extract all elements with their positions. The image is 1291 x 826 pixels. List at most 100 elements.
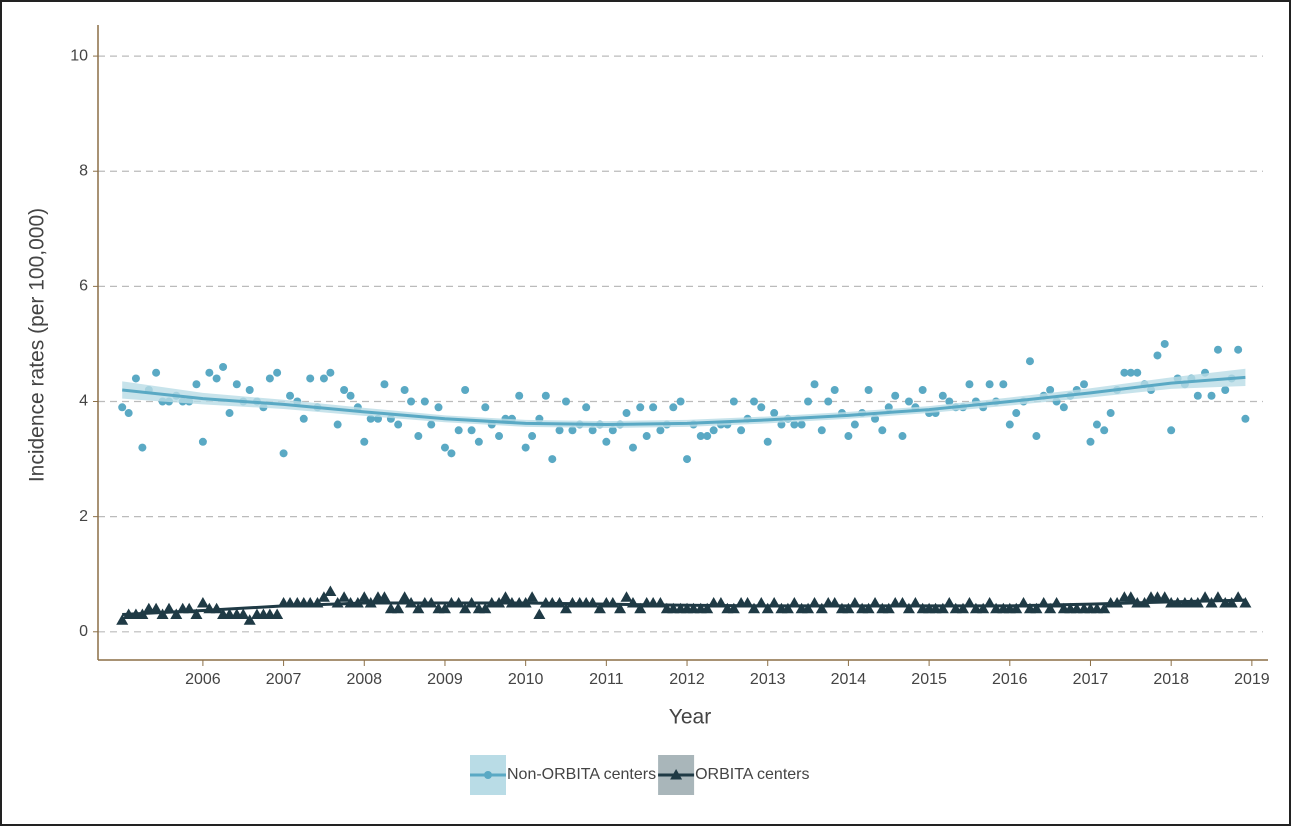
data-point bbox=[306, 374, 315, 383]
data-point bbox=[152, 368, 161, 377]
x-tick-label: 2014 bbox=[831, 671, 867, 688]
data-point bbox=[804, 397, 813, 406]
data-point bbox=[956, 602, 969, 614]
data-point bbox=[245, 385, 254, 394]
data-point bbox=[737, 426, 746, 435]
x-tick-label: 2010 bbox=[508, 671, 544, 688]
data-point bbox=[1025, 357, 1034, 366]
data-point bbox=[528, 432, 537, 441]
data-point bbox=[131, 374, 140, 383]
data-point bbox=[1046, 385, 1055, 394]
data-point bbox=[902, 602, 915, 614]
data-point bbox=[412, 602, 425, 614]
data-point bbox=[279, 449, 288, 458]
data-point bbox=[196, 597, 209, 608]
data-point bbox=[467, 426, 476, 435]
data-point bbox=[878, 426, 887, 435]
data-point bbox=[882, 602, 895, 614]
data-point bbox=[945, 397, 954, 406]
data-point bbox=[1106, 409, 1115, 418]
legend-label: Non-ORBITA centers bbox=[507, 766, 656, 783]
data-point bbox=[1239, 597, 1252, 608]
data-point bbox=[515, 391, 524, 400]
legend-item: ORBITA centers bbox=[658, 755, 810, 795]
data-point bbox=[360, 437, 369, 446]
data-point bbox=[378, 591, 391, 602]
data-point bbox=[479, 602, 492, 614]
x-tick-label: 2015 bbox=[911, 671, 947, 688]
data-point bbox=[271, 608, 284, 620]
data-point bbox=[750, 397, 759, 406]
data-point bbox=[844, 432, 853, 441]
x-tick-label: 2019 bbox=[1234, 671, 1270, 688]
data-point bbox=[1133, 368, 1142, 377]
data-point bbox=[499, 591, 512, 602]
data-point bbox=[1193, 391, 1202, 400]
data-point bbox=[642, 432, 651, 441]
data-point bbox=[898, 432, 907, 441]
data-point bbox=[414, 432, 423, 441]
data-point bbox=[533, 608, 546, 620]
data-point bbox=[1012, 409, 1021, 418]
data-point bbox=[299, 414, 308, 423]
data-point bbox=[333, 420, 342, 429]
data-point bbox=[392, 602, 405, 614]
data-point bbox=[407, 397, 416, 406]
data-point bbox=[394, 420, 403, 429]
data-point bbox=[541, 391, 550, 400]
data-point bbox=[938, 391, 947, 400]
data-point bbox=[602, 437, 611, 446]
x-tick-label: 2017 bbox=[1073, 671, 1109, 688]
data-point bbox=[790, 420, 799, 429]
data-point bbox=[273, 368, 282, 377]
data-point bbox=[830, 385, 839, 394]
data-point bbox=[614, 602, 627, 614]
data-point bbox=[192, 380, 201, 389]
data-point bbox=[326, 368, 335, 377]
data-point bbox=[205, 368, 214, 377]
data-point bbox=[340, 385, 349, 394]
data-point bbox=[1080, 380, 1089, 389]
data-point bbox=[622, 409, 631, 418]
x-tick-label: 2009 bbox=[427, 671, 463, 688]
data-point bbox=[568, 426, 577, 435]
data-point bbox=[447, 449, 456, 458]
data-point bbox=[683, 455, 692, 464]
data-point bbox=[593, 602, 606, 614]
data-point bbox=[628, 443, 637, 452]
data-point bbox=[1153, 351, 1162, 360]
confidence-band bbox=[122, 368, 1246, 428]
data-point bbox=[1221, 385, 1230, 394]
data-point bbox=[1225, 597, 1238, 608]
data-point bbox=[862, 602, 875, 614]
data-point bbox=[817, 426, 826, 435]
data-point bbox=[495, 432, 504, 441]
data-point bbox=[1234, 345, 1243, 354]
data-point bbox=[1010, 602, 1023, 614]
data-point bbox=[999, 380, 1008, 389]
data-point bbox=[656, 426, 665, 435]
data-point bbox=[815, 602, 828, 614]
data-point bbox=[440, 443, 449, 452]
data-point bbox=[676, 397, 685, 406]
trend-line bbox=[122, 375, 1246, 427]
data-point bbox=[802, 602, 815, 614]
data-point bbox=[588, 426, 597, 435]
y-tick-label: 2 bbox=[79, 508, 88, 525]
data-point bbox=[521, 443, 530, 452]
y-tick-label: 6 bbox=[79, 278, 88, 295]
data-point bbox=[904, 397, 913, 406]
x-tick-label: 2006 bbox=[185, 671, 221, 688]
legend-item: Non-ORBITA centers bbox=[470, 755, 656, 795]
x-tick-label: 2012 bbox=[669, 671, 705, 688]
data-point bbox=[1160, 339, 1169, 348]
data-point bbox=[420, 397, 429, 406]
data-point bbox=[237, 608, 250, 620]
x-tick-label: 2007 bbox=[266, 671, 302, 688]
data-point bbox=[649, 403, 658, 412]
data-point bbox=[1241, 414, 1250, 423]
data-point bbox=[438, 602, 451, 614]
data-point bbox=[608, 426, 617, 435]
data-point bbox=[338, 591, 351, 602]
